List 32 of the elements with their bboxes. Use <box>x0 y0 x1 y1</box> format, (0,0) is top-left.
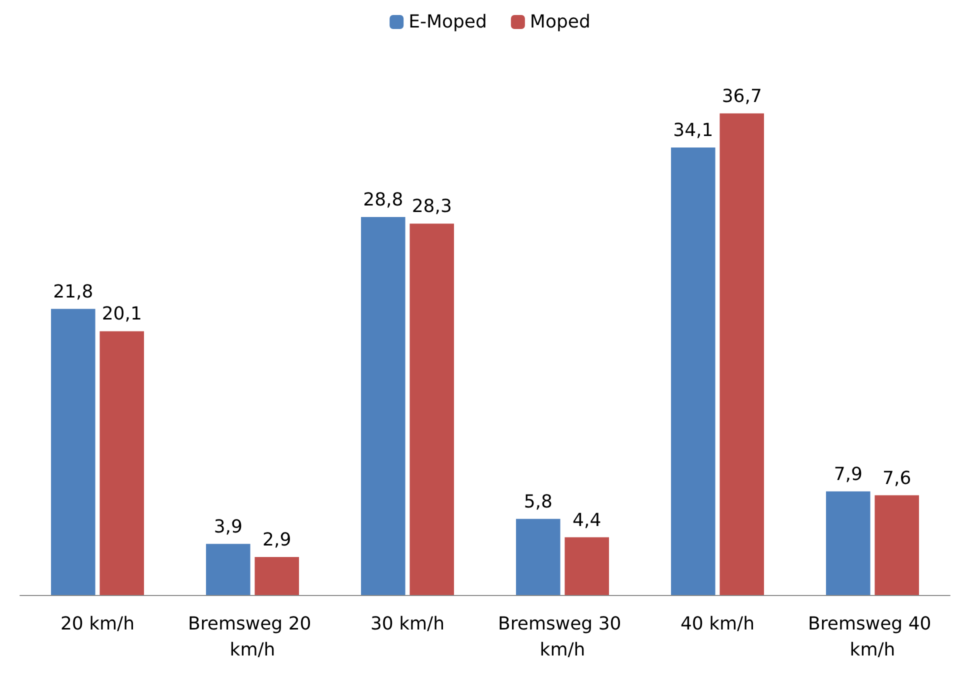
legend-label: E-Moped <box>408 12 487 32</box>
bar <box>100 331 144 595</box>
legend-label: Moped <box>530 12 590 32</box>
bar <box>564 537 609 595</box>
data-label: 3,9 <box>214 516 242 538</box>
data-label: 28,3 <box>412 196 452 218</box>
bar <box>826 491 870 595</box>
data-label: 34,1 <box>673 120 714 141</box>
data-label: 36,7 <box>722 86 762 107</box>
bar <box>51 308 96 595</box>
x-tick-label: Bremsweg 40 km/h <box>808 614 937 660</box>
data-label: 7,9 <box>834 464 862 485</box>
bar <box>361 217 406 595</box>
data-label: 7,6 <box>882 468 912 489</box>
x-tick-label: Bremsweg 30 km/h <box>498 614 627 660</box>
bar <box>516 518 560 595</box>
x-tick-label: 40 km/h <box>680 614 755 634</box>
x-tick-label: 20 km/h <box>60 614 135 634</box>
bar <box>254 556 299 595</box>
data-label: 20,1 <box>102 304 142 325</box>
x-tick-label: 30 km/h <box>370 614 445 634</box>
bar <box>410 224 454 595</box>
bar <box>874 495 919 595</box>
data-label: 21,8 <box>53 281 94 302</box>
bar <box>206 544 250 595</box>
data-label: 5,8 <box>524 491 552 512</box>
bar <box>671 147 716 595</box>
bar <box>720 113 764 595</box>
data-label: 28,8 <box>363 190 404 210</box>
data-label: 2,9 <box>262 529 292 550</box>
x-tick-label: Bremsweg 20 km/h <box>188 614 317 660</box>
data-label: 4,4 <box>572 510 602 531</box>
